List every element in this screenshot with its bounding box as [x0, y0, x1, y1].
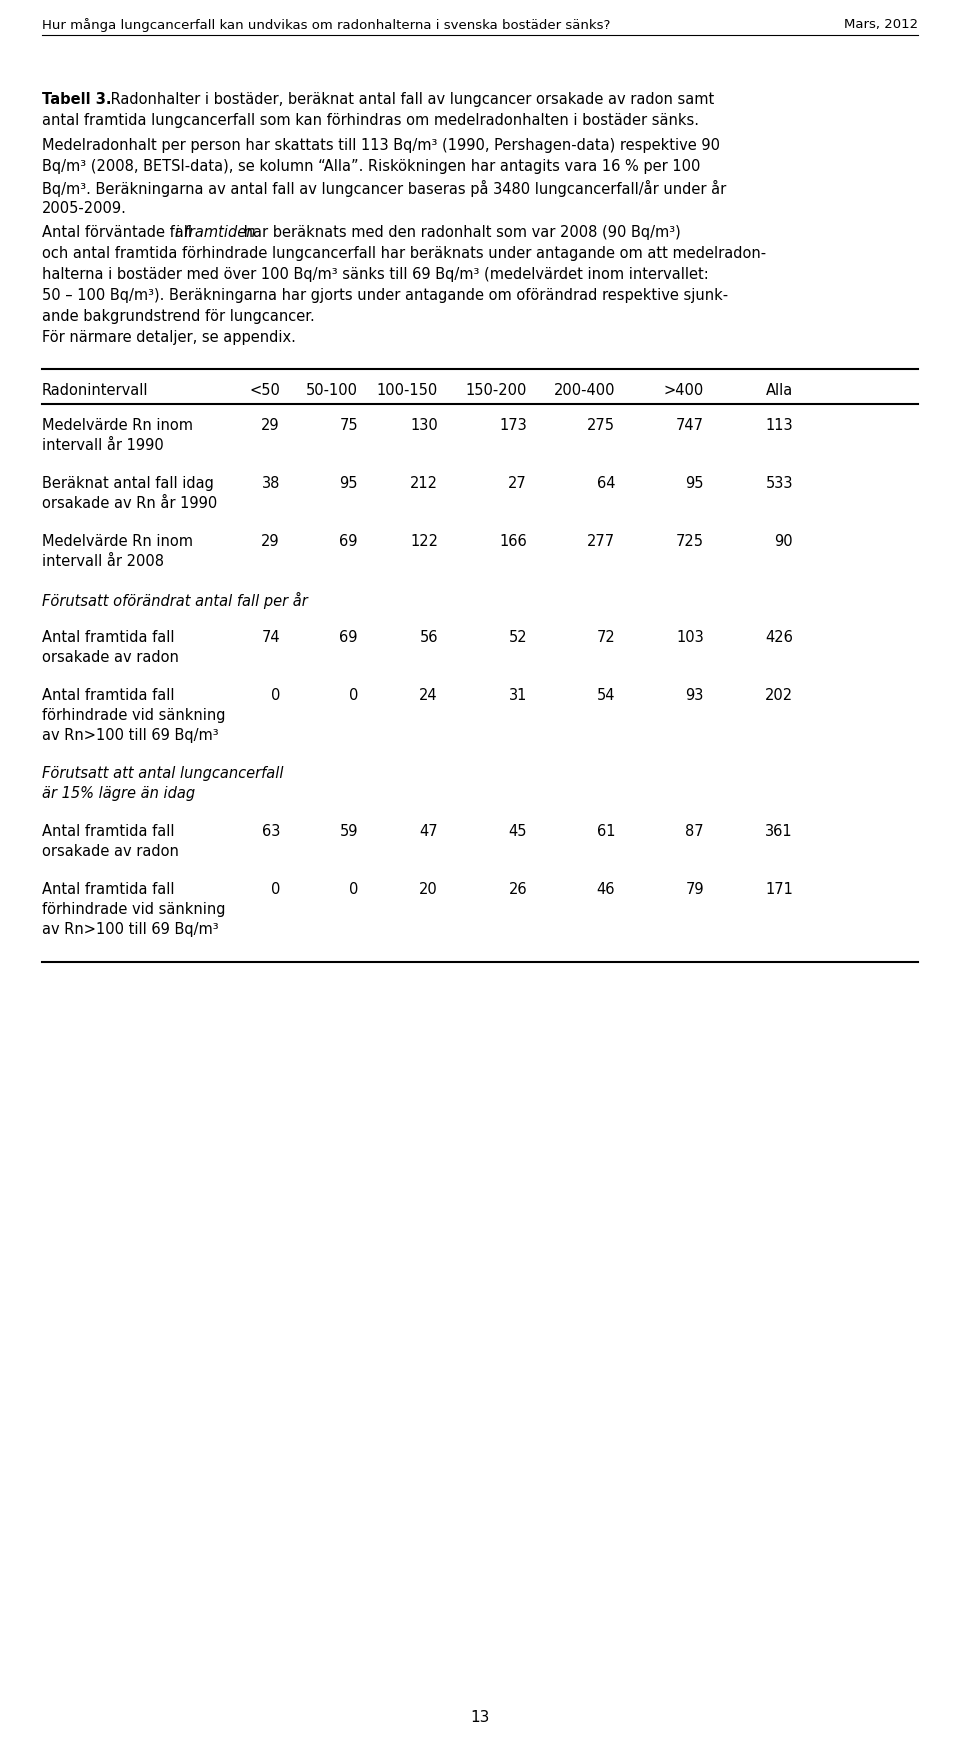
Text: 54: 54	[596, 688, 615, 703]
Text: 20: 20	[420, 881, 438, 897]
Text: 61: 61	[596, 824, 615, 839]
Text: 38: 38	[262, 476, 280, 490]
Text: och antal framtida förhindrade lungcancerfall har beräknats under antagande om a: och antal framtida förhindrade lungcance…	[42, 246, 766, 262]
Text: 56: 56	[420, 630, 438, 646]
Text: har beräknats med den radonhalt som var 2008 (90 Bq/m³): har beräknats med den radonhalt som var …	[239, 225, 682, 241]
Text: 0: 0	[271, 881, 280, 897]
Text: 725: 725	[676, 534, 704, 550]
Text: 24: 24	[420, 688, 438, 703]
Text: Tabell 3.: Tabell 3.	[42, 92, 111, 106]
Text: 103: 103	[676, 630, 704, 646]
Text: Radonintervall: Radonintervall	[42, 382, 149, 398]
Text: 26: 26	[509, 881, 527, 897]
Text: 533: 533	[765, 476, 793, 490]
Text: Alla: Alla	[766, 382, 793, 398]
Text: 29: 29	[261, 534, 280, 550]
Text: Bq/m³. Beräkningarna av antal fall av lungcancer baseras på 3480 lungcancerfall/: Bq/m³. Beräkningarna av antal fall av lu…	[42, 180, 727, 197]
Text: 31: 31	[509, 688, 527, 703]
Text: 130: 130	[410, 419, 438, 433]
Text: 45: 45	[509, 824, 527, 839]
Text: 171: 171	[765, 881, 793, 897]
Text: Antal framtida fall: Antal framtida fall	[42, 881, 175, 897]
Text: orsakade av radon: orsakade av radon	[42, 649, 179, 665]
Text: 13: 13	[470, 1710, 490, 1726]
Text: 50 – 100 Bq/m³). Beräkningarna har gjorts under antagande om oförändrad respekti: 50 – 100 Bq/m³). Beräkningarna har gjort…	[42, 288, 728, 304]
Text: 202: 202	[765, 688, 793, 703]
Text: orsakade av Rn år 1990: orsakade av Rn år 1990	[42, 496, 217, 511]
Text: Antal förväntade fall: Antal förväntade fall	[42, 225, 197, 241]
Text: <50: <50	[250, 382, 280, 398]
Text: Antal framtida fall: Antal framtida fall	[42, 630, 175, 646]
Text: Mars, 2012: Mars, 2012	[844, 17, 918, 31]
Text: Medelvärde Rn inom: Medelvärde Rn inom	[42, 534, 193, 550]
Text: För närmare detaljer, se appendix.: För närmare detaljer, se appendix.	[42, 330, 296, 346]
Text: Hur många lungcancerfall kan undvikas om radonhalterna i svenska bostäder sänks?: Hur många lungcancerfall kan undvikas om…	[42, 17, 611, 31]
Text: förhindrade vid sänkning: förhindrade vid sänkning	[42, 902, 226, 918]
Text: 63: 63	[262, 824, 280, 839]
Text: Beräknat antal fall idag: Beräknat antal fall idag	[42, 476, 214, 490]
Text: Förutsatt att antal lungcancerfall: Förutsatt att antal lungcancerfall	[42, 766, 283, 782]
Text: 277: 277	[587, 534, 615, 550]
Text: 426: 426	[765, 630, 793, 646]
Text: Medelradonhalt per person har skattats till 113 Bq/m³ (1990, Pershagen-data) res: Medelradonhalt per person har skattats t…	[42, 138, 720, 154]
Text: är 15% lägre än idag: är 15% lägre än idag	[42, 785, 195, 801]
Text: 113: 113	[765, 419, 793, 433]
Text: Förutsatt oförändrat antal fall per år: Förutsatt oförändrat antal fall per år	[42, 592, 308, 609]
Text: 275: 275	[587, 419, 615, 433]
Text: halterna i bostäder med över 100 Bq/m³ sänks till 69 Bq/m³ (medelvärdet inom int: halterna i bostäder med över 100 Bq/m³ s…	[42, 267, 708, 283]
Text: av Rn>100 till 69 Bq/m³: av Rn>100 till 69 Bq/m³	[42, 728, 219, 743]
Text: 361: 361	[765, 824, 793, 839]
Text: orsakade av radon: orsakade av radon	[42, 845, 179, 859]
Text: 46: 46	[596, 881, 615, 897]
Text: 93: 93	[685, 688, 704, 703]
Text: 0: 0	[348, 881, 358, 897]
Text: Medelvärde Rn inom: Medelvärde Rn inom	[42, 419, 193, 433]
Text: 90: 90	[775, 534, 793, 550]
Text: förhindrade vid sänkning: förhindrade vid sänkning	[42, 708, 226, 722]
Text: 69: 69	[340, 630, 358, 646]
Text: intervall år 1990: intervall år 1990	[42, 438, 164, 454]
Text: Bq/m³ (2008, BETSI-data), se kolumn “Alla”. Riskökningen har antagits vara 16 % : Bq/m³ (2008, BETSI-data), se kolumn “All…	[42, 159, 701, 174]
Text: 95: 95	[685, 476, 704, 490]
Text: >400: >400	[663, 382, 704, 398]
Text: 52: 52	[509, 630, 527, 646]
Text: 2005-2009.: 2005-2009.	[42, 201, 127, 216]
Text: 87: 87	[685, 824, 704, 839]
Text: 0: 0	[348, 688, 358, 703]
Text: Radonhalter i bostäder, beräknat antal fall av lungcancer orsakade av radon samt: Radonhalter i bostäder, beräknat antal f…	[106, 92, 714, 106]
Text: 166: 166	[499, 534, 527, 550]
Text: antal framtida lungcancerfall som kan förhindras om medelradonhalten i bostäder : antal framtida lungcancerfall som kan fö…	[42, 113, 699, 127]
Text: 212: 212	[410, 476, 438, 490]
Text: 47: 47	[420, 824, 438, 839]
Text: 59: 59	[340, 824, 358, 839]
Text: 122: 122	[410, 534, 438, 550]
Text: 74: 74	[261, 630, 280, 646]
Text: 64: 64	[596, 476, 615, 490]
Text: av Rn>100 till 69 Bq/m³: av Rn>100 till 69 Bq/m³	[42, 921, 219, 937]
Text: Antal framtida fall: Antal framtida fall	[42, 688, 175, 703]
Text: Antal framtida fall: Antal framtida fall	[42, 824, 175, 839]
Text: i framtiden: i framtiden	[175, 225, 255, 241]
Text: 50-100: 50-100	[306, 382, 358, 398]
Text: 75: 75	[340, 419, 358, 433]
Text: 747: 747	[676, 419, 704, 433]
Text: 29: 29	[261, 419, 280, 433]
Text: 150-200: 150-200	[466, 382, 527, 398]
Text: 95: 95	[340, 476, 358, 490]
Text: 100-150: 100-150	[376, 382, 438, 398]
Text: 27: 27	[508, 476, 527, 490]
Text: intervall år 2008: intervall år 2008	[42, 553, 164, 569]
Text: 79: 79	[685, 881, 704, 897]
Text: 69: 69	[340, 534, 358, 550]
Text: 200-400: 200-400	[554, 382, 615, 398]
Text: 72: 72	[596, 630, 615, 646]
Text: 0: 0	[271, 688, 280, 703]
Text: 173: 173	[499, 419, 527, 433]
Text: ande bakgrundstrend för lungcancer.: ande bakgrundstrend för lungcancer.	[42, 309, 315, 325]
